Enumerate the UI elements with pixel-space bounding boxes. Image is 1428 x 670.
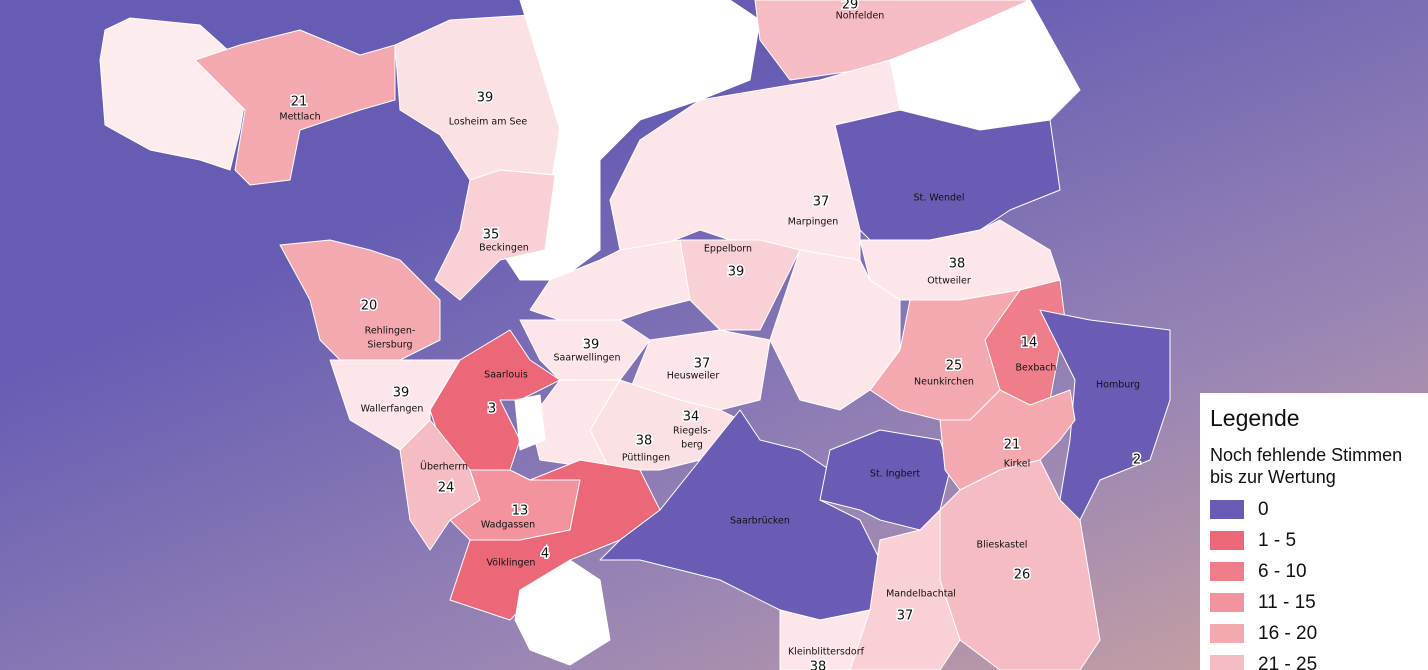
region (514, 394, 546, 451)
region-name: Kirkel (1004, 459, 1030, 470)
region-name: Eppelborn (704, 244, 752, 255)
legend-item: 16 - 20 (1210, 618, 1418, 649)
region-name: Püttlingen (622, 453, 670, 464)
legend-label: 11 - 15 (1258, 591, 1316, 613)
region-name: St. Ingbert (870, 469, 920, 480)
region-value: 39 (728, 265, 745, 280)
region (194, 29, 396, 186)
region-name: Siersburg (367, 340, 412, 351)
region-name: Homburg (1096, 380, 1140, 391)
legend-swatch (1210, 500, 1244, 519)
region-value: 20 (361, 299, 378, 314)
legend-subtitle: Noch fehlende Stimmen bis zur Wertung (1210, 444, 1418, 488)
region-name: Wadgassen (481, 520, 535, 531)
legend-item: 1 - 5 (1210, 525, 1418, 556)
region-name: berg (681, 440, 703, 451)
regions (99, 0, 1171, 670)
region-value: 14 (1021, 336, 1038, 351)
region-value: 38 (636, 434, 653, 449)
legend-swatch (1210, 531, 1244, 550)
legend-label: 21 - 25 (1258, 653, 1318, 670)
region-value: 34 (683, 410, 700, 425)
legend-swatch (1210, 593, 1244, 612)
region-name: St. Wendel (913, 193, 964, 204)
legend-swatch (1210, 562, 1244, 581)
region-name: Heusweiler (667, 371, 720, 382)
region-name: Riegels- (673, 426, 711, 437)
region-name: Marpingen (788, 217, 839, 228)
region-name: Saarwellingen (553, 353, 620, 364)
region-name: Losheim am See (449, 117, 528, 128)
region (449, 459, 661, 621)
region-name: Wallerfangen (361, 404, 424, 415)
region-name: Neunkirchen (914, 377, 974, 388)
legend-label: 0 (1258, 498, 1269, 520)
region-name: Nohfelden (836, 11, 885, 22)
region (514, 559, 611, 666)
region (279, 239, 441, 371)
region-name: Kleinblittersdorf (788, 647, 865, 658)
legend-item: 0 (1210, 494, 1418, 525)
region (434, 169, 556, 301)
region (769, 249, 901, 411)
legend-item: 11 - 15 (1210, 587, 1418, 618)
region-value: 2 (1133, 453, 1141, 468)
legend-label: 6 - 10 (1258, 560, 1307, 582)
region-value: 39 (583, 338, 600, 353)
region-value: 21 (291, 95, 308, 110)
legend-subtitle-line: Noch fehlende Stimmen (1210, 445, 1403, 465)
region-value: 37 (694, 357, 711, 372)
legend-item: 21 - 25 (1210, 649, 1418, 670)
legend: Legende Noch fehlende Stimmen bis zur Wer… (1200, 393, 1428, 670)
legend-label: 1 - 5 (1258, 529, 1297, 551)
region (679, 239, 801, 331)
region-name: Saarlouis (484, 370, 528, 381)
region-value: 29 (842, 0, 859, 13)
region-name: Mandelbachtal (886, 589, 956, 600)
region-name: Saarbrücken (730, 516, 790, 527)
region (939, 389, 1076, 491)
region-name: Ottweiler (927, 276, 971, 287)
region-name: Mettlach (279, 112, 320, 123)
region-name: Rehlingen- (365, 326, 416, 337)
legend-items: 0 1 - 5 6 - 10 11 - 15 16 - 20 21 - 25 (1210, 494, 1418, 670)
region-value: 38 (949, 257, 966, 272)
region-value: 39 (477, 91, 494, 106)
legend-item: 6 - 10 (1210, 556, 1418, 587)
region-value: 13 (512, 504, 529, 519)
region-name: Bexbach (1016, 363, 1057, 374)
region-value: 3 (488, 402, 496, 417)
legend-subtitle-line: bis zur Wertung (1210, 467, 1336, 487)
region-value: 25 (946, 359, 963, 374)
legend-label: 16 - 20 (1258, 622, 1318, 644)
region-value: 37 (897, 609, 914, 624)
region-value: 24 (438, 481, 455, 496)
legend-title: Legende (1210, 405, 1300, 431)
region-name: Beckingen (479, 243, 529, 254)
region-value: 21 (1004, 438, 1021, 453)
region-value: 35 (483, 228, 500, 243)
region-value: 26 (1014, 568, 1031, 583)
region-value: 4 (541, 547, 549, 562)
region-name: Überherrn (420, 462, 468, 473)
region-name: Blieskastel (977, 540, 1028, 551)
region-value: 38 (810, 660, 827, 670)
region-name: Völklingen (487, 558, 536, 569)
region-value: 39 (393, 386, 410, 401)
legend-swatch (1210, 624, 1244, 643)
legend-swatch (1210, 655, 1244, 670)
region-value: 37 (813, 195, 830, 210)
region (779, 609, 871, 670)
